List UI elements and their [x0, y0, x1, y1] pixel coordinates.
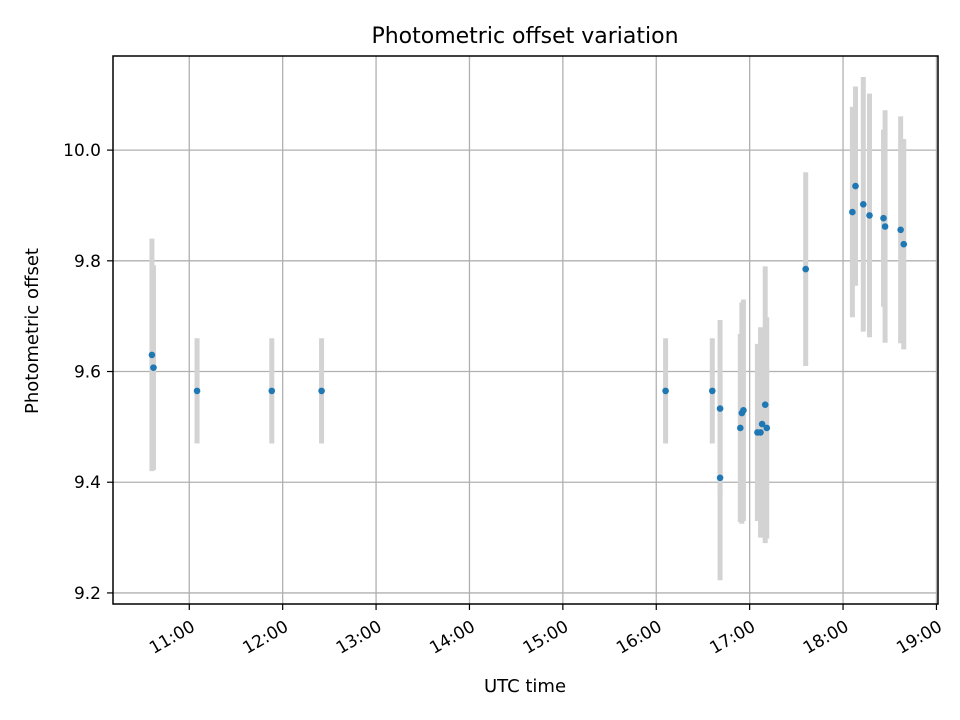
- y-tick-label: 9.2: [74, 584, 101, 604]
- x-tick-label: 17:00: [707, 617, 759, 659]
- x-tick-label: 12:00: [240, 617, 292, 659]
- data-point: [758, 420, 766, 428]
- data-point: [148, 351, 156, 359]
- data-point: [193, 387, 201, 395]
- x-tick-label: 14:00: [426, 617, 478, 659]
- data-point: [761, 401, 769, 409]
- data-point: [849, 208, 856, 216]
- data-point: [880, 214, 887, 222]
- data-point: [318, 387, 325, 395]
- chart-title: Photometric offset variation: [371, 24, 678, 49]
- data-point: [866, 212, 873, 219]
- y-tick-label: 10.0: [63, 141, 101, 161]
- data-point: [716, 405, 724, 412]
- x-tick-label: 13:00: [333, 617, 385, 659]
- grid: [113, 56, 938, 604]
- data-point: [268, 387, 276, 395]
- data-points: [148, 182, 908, 482]
- x-tick-label: 18:00: [800, 617, 852, 659]
- data-point: [881, 223, 889, 230]
- data-point: [662, 387, 669, 395]
- x-tick-label: 19:00: [893, 617, 945, 659]
- data-point: [150, 364, 157, 371]
- y-tick-label: 9.6: [74, 362, 101, 382]
- data-point: [740, 406, 747, 414]
- data-point: [897, 226, 904, 234]
- data-point: [757, 429, 764, 436]
- data-point: [852, 182, 859, 190]
- y-tick-label: 9.8: [74, 252, 101, 272]
- data-point: [763, 424, 771, 432]
- data-point: [859, 201, 867, 208]
- data-point: [708, 387, 716, 395]
- y-axis-label: Photometric offset: [22, 248, 43, 414]
- errorbars: [149, 77, 907, 581]
- x-tick-label: 15:00: [520, 617, 572, 659]
- x-tick-label: 11:00: [146, 617, 198, 659]
- data-point: [900, 240, 908, 248]
- x-tick-label: 16:00: [613, 617, 665, 659]
- data-point: [716, 474, 724, 482]
- plot-frame: [112, 55, 939, 605]
- data-point: [737, 424, 744, 432]
- x-axis-label: UTC time: [484, 676, 566, 697]
- data-point: [802, 265, 809, 273]
- y-tick-label: 9.4: [74, 473, 101, 493]
